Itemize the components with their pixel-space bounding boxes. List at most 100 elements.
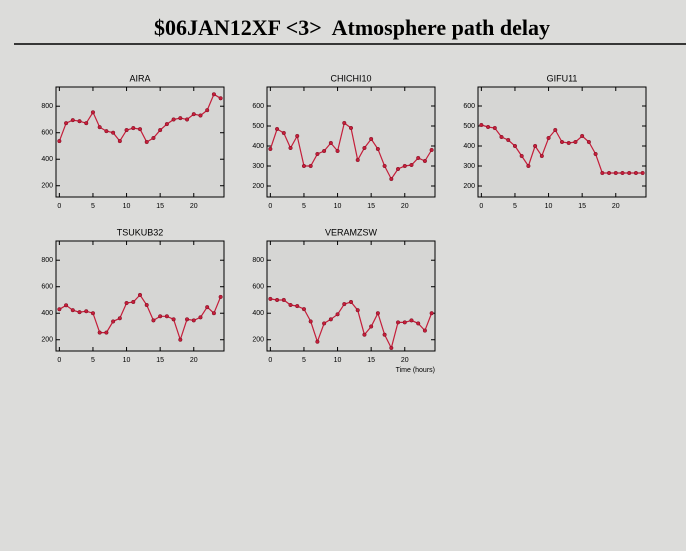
data-point [335,312,340,317]
data-point [151,318,156,323]
x-axis-label: Time (hours) [396,367,435,374]
data-point [144,302,149,308]
data-point [301,163,307,169]
y-tick-label: 400 [252,310,264,317]
x-tick-label: 0 [479,203,483,210]
data-point [492,125,497,131]
y-tick-label: 600 [252,103,264,110]
y-tick-label: 400 [41,310,53,317]
data-point [171,317,176,322]
x-tick-label: 5 [91,203,95,210]
data-point [539,153,544,159]
data-point [402,320,407,325]
data-point [606,170,612,176]
panel-title: AIRA [129,73,150,83]
data-point [627,170,632,176]
data-point [198,315,203,320]
data-point [308,319,313,324]
data-point [191,112,196,117]
data-point [281,130,286,136]
data-point [633,170,638,176]
data-point [342,302,347,307]
data-point [191,318,196,323]
data-point [315,339,320,344]
data-point [486,124,491,130]
y-tick-label: 200 [41,183,53,190]
data-point [77,310,82,315]
data-point [198,113,203,118]
data-point [402,163,407,169]
data-point [422,328,427,333]
plot-area [55,86,225,198]
data-point [375,146,380,152]
data-point [546,135,551,141]
y-tick-label: 200 [463,183,475,190]
data-point [566,140,571,146]
data-point [124,300,129,306]
data-point [218,96,223,101]
data-point [275,297,280,303]
data-point [111,130,116,135]
plot-area [266,240,436,352]
page-title: $06JAN12XF <3> Atmosphere path delay [154,15,550,40]
data-point [519,153,524,159]
x-tick-label: 15 [156,357,164,364]
data-point [104,330,109,335]
data-point [70,118,75,123]
data-point [57,139,62,144]
data-point [164,314,169,319]
data-point [64,121,69,126]
data-point [395,166,401,172]
data-point [275,126,280,132]
y-tick-label: 800 [41,103,53,110]
data-point [559,139,565,145]
data-point [499,134,504,140]
data-point [178,337,183,342]
data-point [211,311,216,316]
data-point [90,110,96,115]
data-point [268,296,273,301]
y-tick-label: 200 [41,337,53,344]
y-tick-label: 200 [252,337,264,344]
data-point [178,116,183,121]
x-tick-label: 10 [123,203,131,210]
data-point [281,297,286,303]
y-tick-label: 500 [252,123,264,130]
data-point [573,139,578,145]
x-tick-label: 15 [367,203,375,210]
data-point [416,321,421,326]
data-point [97,125,102,130]
data-point [369,324,374,329]
data-point [77,119,82,124]
data-point [429,147,434,153]
x-tick-label: 10 [545,203,553,210]
x-tick-label: 0 [268,203,272,210]
data-point [600,170,605,176]
y-tick-label: 400 [252,143,264,150]
y-tick-label: 600 [252,284,264,291]
data-point [620,170,625,176]
x-tick-label: 5 [302,357,306,364]
data-point [395,320,401,325]
data-point [295,304,300,309]
data-point [97,330,102,335]
data-point [348,125,354,131]
data-point [382,163,387,169]
x-tick-label: 20 [401,203,409,210]
x-tick-label: 5 [91,357,95,364]
data-point [211,92,216,97]
data-point [184,317,190,322]
data-point [389,345,394,351]
data-point [362,332,367,337]
x-tick-label: 10 [334,357,342,364]
y-tick-label: 400 [41,156,53,163]
panel-title: GIFU11 [547,73,578,83]
data-point [164,122,169,127]
data-point [409,318,414,323]
data-point [131,126,136,131]
x-tick-label: 0 [268,357,272,364]
data-point [416,155,421,161]
y-tick-label: 500 [463,123,475,130]
